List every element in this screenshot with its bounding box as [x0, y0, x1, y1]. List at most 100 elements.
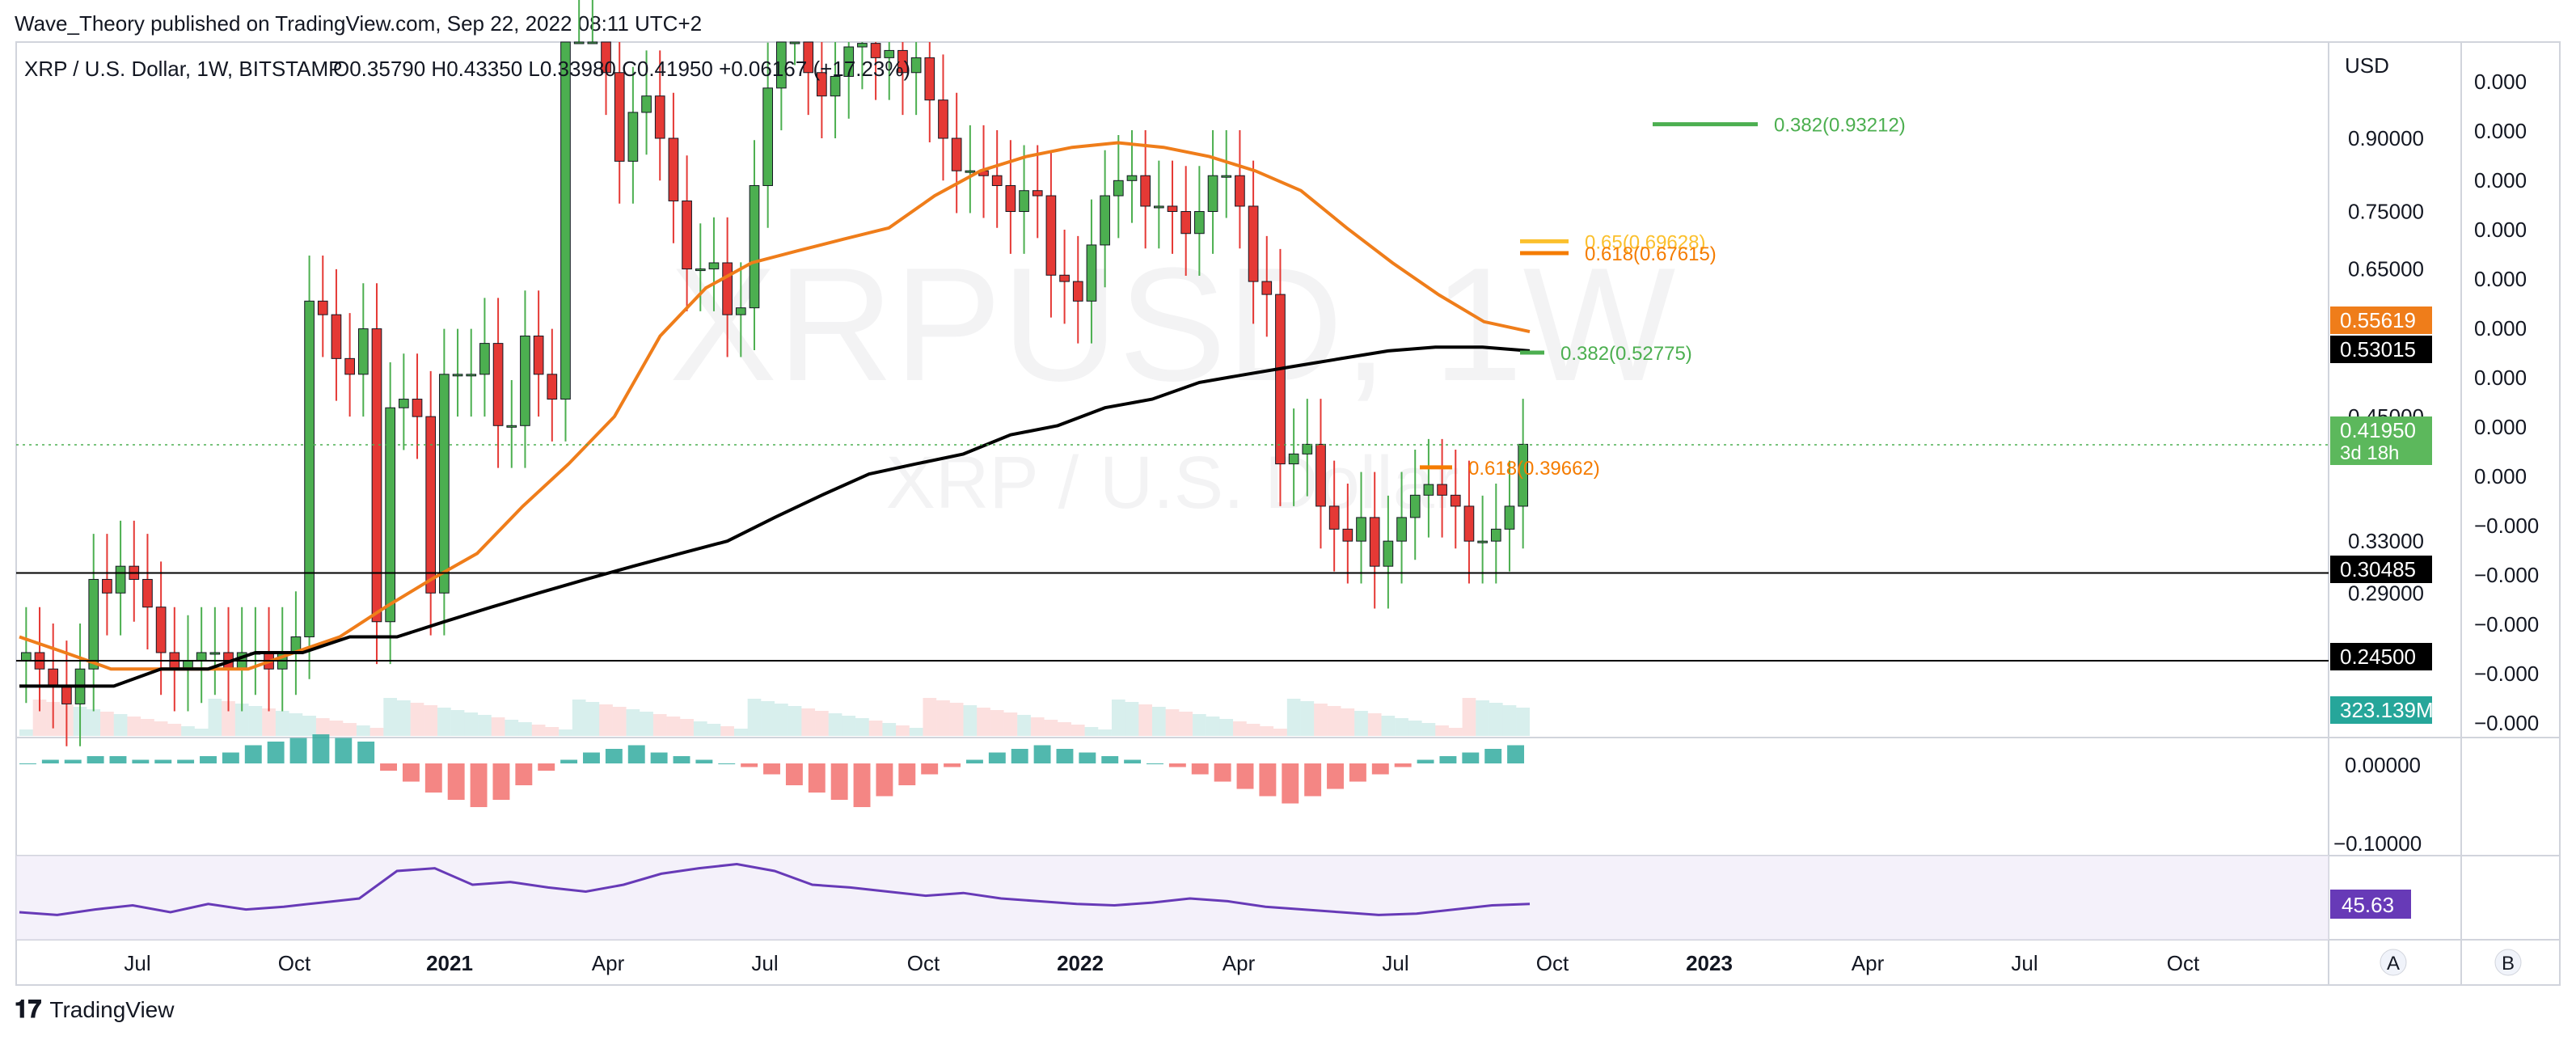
candle-body — [817, 72, 827, 97]
candle-body — [209, 652, 221, 655]
volume-bar — [949, 703, 964, 736]
secondary-axis-label: 0.000 — [2474, 218, 2527, 242]
volume-bar — [1111, 700, 1125, 736]
volume-bar — [181, 726, 195, 736]
time-axis-label: 2021 — [426, 951, 473, 975]
macd-axis-label-neg: −0.10000 — [2333, 831, 2422, 856]
candle-body — [668, 137, 679, 201]
fib-label: 0.382(0.93212) — [1774, 115, 1906, 137]
candle-body — [88, 578, 99, 670]
candle-body — [897, 49, 908, 74]
candle-body — [331, 314, 342, 359]
volume-bar — [855, 718, 869, 736]
macd-histogram-bar — [1462, 752, 1480, 763]
macd-histogram-bar — [560, 759, 578, 763]
macd-histogram-bar — [965, 759, 983, 763]
volume-bar — [545, 727, 560, 736]
candle-body — [1113, 180, 1124, 197]
macd-histogram-bar — [1417, 759, 1434, 763]
macd-histogram-bar — [830, 763, 848, 800]
macd-histogram-bar — [154, 759, 172, 763]
time-axis[interactable]: Jul Oct 2021 Apr Jul Oct 2022 Apr Jul Oct 2023 Apr J… — [124, 951, 2200, 975]
macd-histogram-bar — [605, 749, 623, 763]
macd-histogram-bar — [695, 759, 713, 763]
volume-bar — [1246, 724, 1261, 736]
volume-bar — [424, 705, 438, 736]
volume-bar — [707, 724, 721, 736]
volume-bar — [1448, 728, 1463, 736]
time-axis-label: Jul — [124, 951, 150, 975]
footer-brand-label: TradingView — [49, 997, 175, 1022]
macd-histogram-bar — [470, 763, 488, 807]
candle-body — [196, 652, 207, 662]
fib-label: 0.65(0.69628) — [1585, 231, 1705, 253]
volume-bar — [1381, 716, 1396, 736]
volume-bar — [208, 699, 222, 736]
levels — [16, 444, 2329, 662]
symbol-line[interactable]: XRP / U.S. Dollar, 1W, BITSTAMP — [24, 57, 342, 81]
volume-bar — [1314, 704, 1328, 736]
secondary-axis-label: 0.000 — [2474, 119, 2527, 143]
volume-bar — [410, 703, 424, 736]
price-axis-label: 0.75000 — [2348, 200, 2424, 224]
candle-body — [857, 43, 868, 48]
candle-body — [1072, 281, 1083, 302]
candle-body — [1261, 281, 1273, 295]
candle-body — [587, 41, 598, 44]
ma200-line — [19, 345, 1531, 688]
volume-bar — [1286, 699, 1301, 736]
macd-histogram-bar — [921, 763, 939, 775]
candle-body — [803, 41, 814, 74]
macd-histogram-bar — [1394, 763, 1412, 767]
candle-body — [614, 72, 625, 162]
volume-bar — [1219, 719, 1234, 736]
price-marker — [2330, 556, 2432, 583]
candle-body — [910, 57, 922, 74]
candle-body — [641, 95, 652, 113]
scale-button-b-label: B — [2502, 953, 2515, 974]
footer-brand[interactable]: 𝟏𝟕 TradingView — [15, 996, 174, 1024]
volume-bar — [868, 721, 883, 736]
secondary-axis-label: 0.000 — [2474, 464, 2527, 488]
volume-bar — [1044, 720, 1058, 736]
candle-body — [452, 374, 463, 377]
volume-bar — [1098, 729, 1112, 736]
volume-bar — [680, 719, 694, 736]
volume-bar — [1206, 717, 1220, 736]
price-marker-label: 323.139M — [2340, 698, 2434, 722]
secondary-axis-label: −0.000 — [2474, 711, 2539, 735]
time-axis-label: Oct — [1536, 951, 1569, 975]
candle-body — [412, 399, 423, 417]
price-axis[interactable]: 0.900000.750000.650000.450000.330000.290… — [2348, 126, 2424, 673]
volume-bar — [248, 706, 263, 736]
fib-label: 0.618(0.39662) — [1468, 458, 1600, 480]
macd-histogram-bar — [1349, 763, 1366, 782]
candle-body — [344, 357, 355, 375]
candle-body — [1423, 484, 1434, 496]
macd-histogram-bar — [627, 745, 645, 763]
rsi-band — [16, 856, 2329, 940]
secondary-axis-label: −0.000 — [2474, 514, 2539, 538]
scale-button-b[interactable] — [2494, 949, 2522, 976]
time-axis-label: Oct — [278, 951, 311, 975]
macd-histogram-bar — [1259, 763, 1277, 797]
macd-histogram-bar — [1484, 749, 1502, 763]
macd-histogram-bar — [1371, 763, 1389, 775]
candle-body — [1207, 175, 1218, 213]
candle-body — [385, 407, 395, 623]
candle-body — [1342, 528, 1353, 542]
candle-body — [762, 87, 773, 186]
volume-bar — [1179, 712, 1193, 736]
secondary-axis-label: 0.000 — [2474, 168, 2527, 192]
candle-body — [1045, 195, 1057, 276]
volume-bar — [275, 711, 289, 736]
candle-body — [1302, 443, 1313, 454]
volume-bar — [652, 714, 667, 736]
candles — [21, 0, 1528, 746]
time-axis-label: Oct — [907, 951, 940, 975]
scale-button-auto[interactable] — [2380, 949, 2407, 976]
volume-bar — [491, 717, 505, 736]
macd-histogram-bar — [222, 752, 239, 763]
